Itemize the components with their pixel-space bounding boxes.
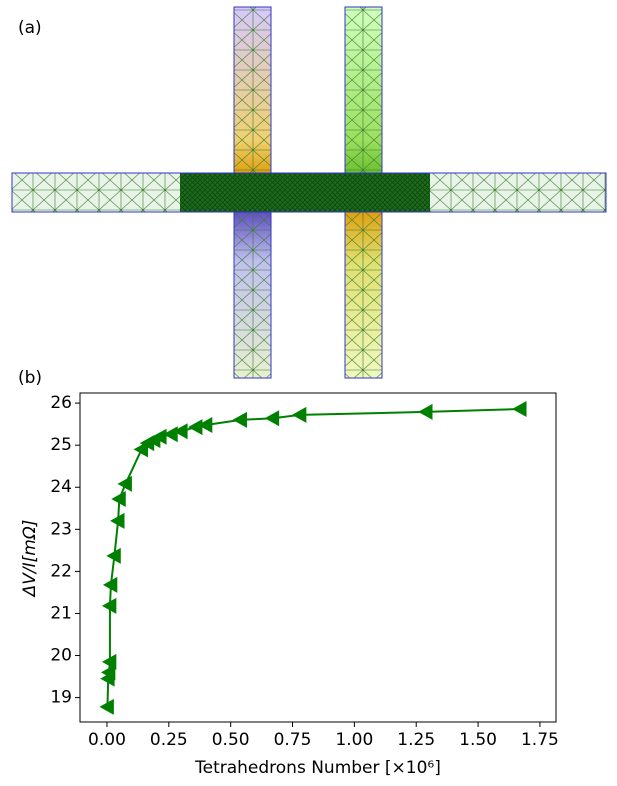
x-tick-label: 1.25 — [397, 730, 435, 750]
x-tick-label: 0.00 — [88, 730, 126, 750]
x-tick-label: 0.50 — [212, 730, 250, 750]
panel-label: (b) — [18, 368, 42, 388]
x-tick-label: 0.25 — [150, 730, 188, 750]
marker — [233, 412, 247, 428]
y-tick-label: 25 — [50, 435, 72, 455]
marker — [265, 410, 279, 426]
marker — [118, 476, 132, 492]
marker — [292, 407, 306, 423]
y-tick-label: 22 — [50, 561, 72, 581]
marker — [512, 401, 526, 417]
x-tick-label: 1.00 — [335, 730, 373, 750]
marker — [418, 404, 432, 420]
marker — [188, 419, 202, 435]
panel-label: (a) — [18, 18, 42, 38]
y-tick-label: 21 — [50, 603, 72, 623]
line — [107, 409, 520, 707]
y-tick-label: 20 — [50, 646, 72, 666]
y-tick-label: 19 — [50, 688, 72, 708]
y-tick-label: 26 — [50, 393, 72, 413]
x-tick-label: 1.75 — [521, 730, 559, 750]
x-tick-label: 1.50 — [459, 730, 497, 750]
y-tick-label: 23 — [50, 519, 72, 539]
figure: (a) (b) Tetrahedrons Number [×10⁶] ΔV/I[… — [0, 0, 617, 782]
mesh-image — [12, 7, 606, 378]
y-tick-label: 24 — [50, 477, 72, 497]
x-axis-label: Tetrahedrons Number [×10⁶] — [194, 758, 441, 778]
x-tick-label: 0.75 — [274, 730, 312, 750]
y-axis-label: ΔV/I[mΩ] — [20, 520, 40, 599]
